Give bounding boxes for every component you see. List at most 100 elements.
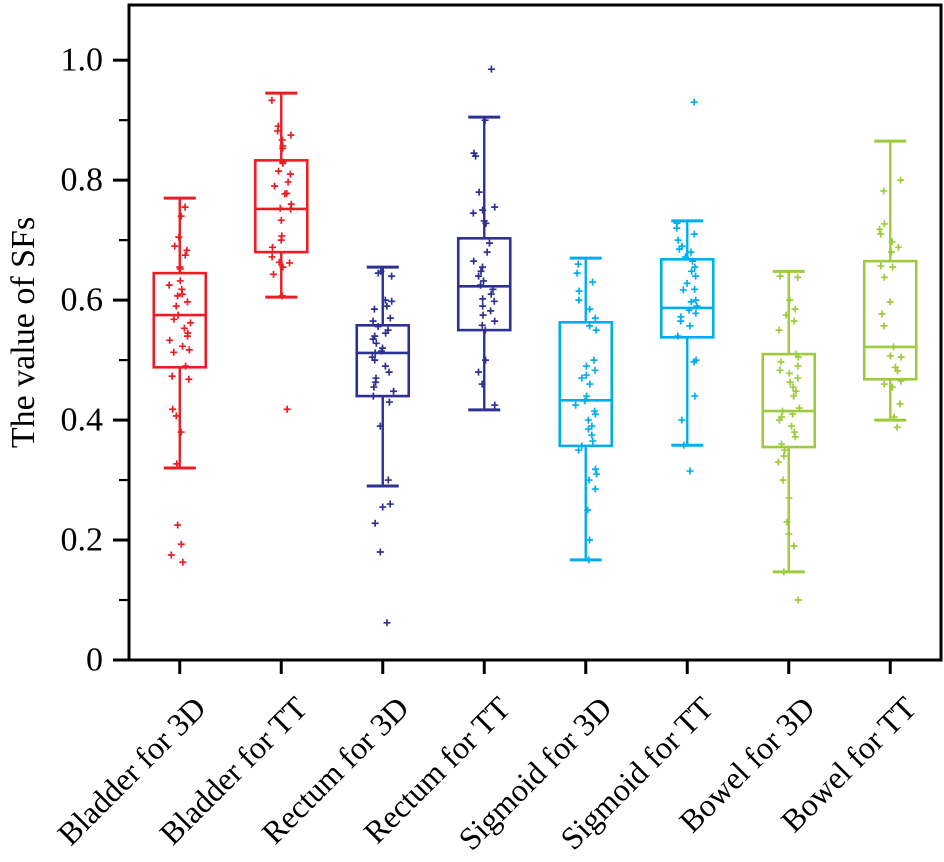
data-point [374,269,382,277]
data-point [573,269,581,277]
data-point [889,263,897,271]
data-point [181,203,189,211]
data-point [880,220,888,228]
data-point [475,272,483,280]
data-point [591,366,599,374]
data-point [789,383,797,391]
data-point [270,270,278,278]
data-point [582,371,590,379]
data-point [578,374,586,382]
data-point [166,336,174,344]
box [456,237,512,332]
data-point [170,315,178,323]
data-point [592,465,600,473]
box-group-bladder-for-tt [253,91,309,413]
data-point [382,329,390,337]
box-group-sigmoid-for-3d [558,256,614,564]
data-point [686,467,694,475]
data-point [483,248,491,256]
data-point [178,290,186,298]
data-point [677,317,685,325]
box [253,159,309,254]
data-point [185,346,193,354]
data-point [372,339,380,347]
data-point [371,356,379,364]
data-point [591,410,599,418]
data-point [691,392,699,400]
data-point [281,190,289,198]
data-point [794,362,802,370]
data-point [673,224,681,232]
data-point [379,503,387,511]
data-point [390,387,398,395]
data-point [584,416,592,424]
data-point [776,272,784,280]
data-point [886,352,894,360]
data-points [368,267,398,627]
data-point [590,356,598,364]
data-point [179,558,187,566]
data-point [674,236,682,244]
data-point [167,551,175,559]
data-point [891,363,899,371]
data-point [893,423,901,431]
data-point [470,257,478,265]
data-point [183,332,191,340]
data-point [792,387,800,395]
data-point [878,310,886,318]
data-point [586,305,594,313]
data-point [572,401,580,409]
box-group-bladder-for-3d [152,196,208,566]
plot-frame [127,3,943,662]
data-point [886,298,894,306]
box-group-rectum-for-tt [456,65,512,412]
data-point [589,437,597,445]
data-point [388,297,396,305]
data-point [277,236,285,244]
data-point [371,519,379,527]
data-point [691,263,699,271]
box [862,259,918,381]
y-tick-label: 0.4 [61,402,104,439]
data-point [287,131,295,139]
data-point [369,317,377,325]
data-point [678,416,686,424]
data-point [370,305,378,313]
data-point [686,322,694,330]
data-point [591,314,599,322]
data-point [284,178,292,186]
data-point [383,619,391,627]
data-point [185,375,193,383]
data-point [485,239,493,247]
data-point [794,596,802,604]
data-point [472,152,480,160]
data-point [491,317,499,325]
data-point [690,98,698,106]
box [355,324,411,398]
data-point [583,392,591,400]
data-point [691,285,699,293]
data-point [480,277,488,285]
y-tick-label: 1.0 [61,42,104,79]
data-point [779,476,787,484]
data-point [174,292,182,300]
data-point [268,243,276,251]
data-point [591,485,599,493]
data-point [478,321,486,329]
data-point [180,324,188,332]
data-point [589,278,597,286]
data-point [487,65,495,73]
data-point [776,366,784,374]
data-point [268,96,276,104]
data-point [586,380,594,388]
data-point [675,245,683,253]
data-point [683,279,691,287]
data-point [491,203,499,211]
y-tick-label: 0.2 [61,522,104,559]
data-point [679,286,687,294]
data-point [491,401,499,409]
data-point [386,314,394,322]
data-point [275,167,283,175]
data-point [896,400,904,408]
